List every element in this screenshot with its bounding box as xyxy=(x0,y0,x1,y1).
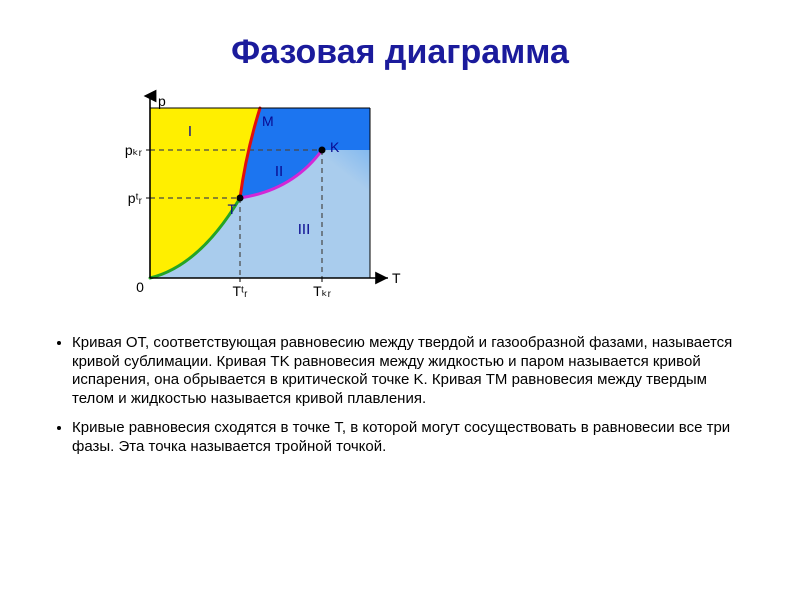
svg-text:Tₖᵣ: Tₖᵣ xyxy=(313,283,332,299)
svg-text:T: T xyxy=(227,201,236,217)
svg-text:I: I xyxy=(188,123,192,140)
bullet-item: Кривые равновесия сходятся в точке T, в … xyxy=(72,419,750,457)
svg-text:K: K xyxy=(330,139,340,155)
slide-title: Фазовая диаграмма xyxy=(40,33,760,72)
svg-text:0: 0 xyxy=(136,279,144,295)
svg-text:pᵗᵣ: pᵗᵣ xyxy=(128,190,143,206)
svg-text:II: II xyxy=(275,163,283,180)
bullet-item: Кривая OT, соответствующая равновесию ме… xyxy=(72,334,750,409)
svg-text:p: p xyxy=(158,93,166,109)
phase-diagram-container: pT0pₖᵣpᵗᵣTᵗᵣTₖᵣIIIIIIMKT xyxy=(80,78,760,318)
svg-text:III: III xyxy=(298,221,311,238)
phase-diagram: pT0pₖᵣpᵗᵣTᵗᵣTₖᵣIIIIIIMKT xyxy=(80,78,420,318)
svg-text:Tᵗᵣ: Tᵗᵣ xyxy=(233,283,249,299)
svg-text:T: T xyxy=(392,270,401,286)
svg-text:M: M xyxy=(262,113,274,129)
svg-text:pₖᵣ: pₖᵣ xyxy=(125,142,143,158)
slide: Фазовая диаграмма pT0pₖᵣpᵗᵣTᵗᵣTₖᵣIIIIIIM… xyxy=(0,0,800,600)
bullet-list: Кривая OT, соответствующая равновесию ме… xyxy=(40,334,760,457)
